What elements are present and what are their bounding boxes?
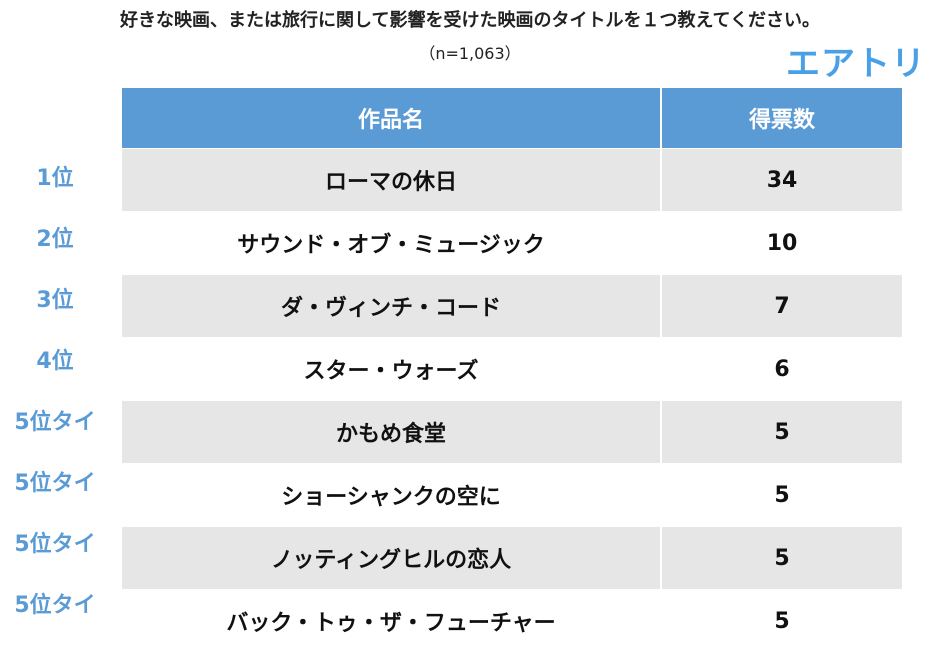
vote-count-cell: 5 bbox=[662, 526, 902, 589]
movie-title-cell: ローマの休日 bbox=[122, 148, 662, 211]
ranking-table: 作品名 得票数 ローマの休日 34 サウンド・オブ・ミュージック 10 ダ・ヴィ… bbox=[122, 88, 902, 652]
rank-label: 3位 bbox=[36, 288, 74, 313]
column-header-title: 作品名 bbox=[122, 88, 662, 148]
vote-count-cell: 5 bbox=[662, 463, 902, 526]
vote-count-cell: 7 bbox=[662, 274, 902, 337]
table-row: バック・トゥ・ザ・フューチャー 5 bbox=[122, 589, 902, 652]
vote-count-cell: 10 bbox=[662, 211, 902, 274]
sample-size: （n=1,063） bbox=[419, 44, 521, 63]
movie-title-cell: バック・トゥ・ザ・フューチャー bbox=[122, 589, 662, 652]
movie-title-cell: ノッティングヒルの恋人 bbox=[122, 526, 662, 589]
table-row: スター・ウォーズ 6 bbox=[122, 337, 902, 400]
rank-column: 1位 2位 3位 4位 5位タイ 5位タイ 5位タイ 5位タイ bbox=[0, 148, 110, 636]
column-header-votes: 得票数 bbox=[662, 88, 902, 148]
rank-label: 5位タイ bbox=[14, 410, 96, 435]
rank-label: 5位タイ bbox=[14, 593, 96, 618]
page-title: 好きな映画、または旅行に関して影響を受けた映画のタイトルを１つ教えてください。 bbox=[119, 10, 821, 31]
movie-title-cell: スター・ウォーズ bbox=[122, 337, 662, 400]
movie-title-cell: サウンド・オブ・ミュージック bbox=[122, 211, 662, 274]
table-row: ダ・ヴィンチ・コード 7 bbox=[122, 274, 902, 337]
movie-title-cell: かもめ食堂 bbox=[122, 400, 662, 463]
rank-label: 1位 bbox=[36, 166, 74, 191]
vote-count-cell: 6 bbox=[662, 337, 902, 400]
table-row: サウンド・オブ・ミュージック 10 bbox=[122, 211, 902, 274]
movie-title-cell: ダ・ヴィンチ・コード bbox=[122, 274, 662, 337]
table-header-row: 作品名 得票数 bbox=[122, 88, 902, 148]
table-row: かもめ食堂 5 bbox=[122, 400, 902, 463]
rank-label: 4位 bbox=[36, 349, 74, 374]
brand-logo: エアトリ bbox=[786, 44, 926, 84]
table-row: ローマの休日 34 bbox=[122, 148, 902, 211]
vote-count-cell: 5 bbox=[662, 589, 902, 652]
table-row: ショーシャンクの空に 5 bbox=[122, 463, 902, 526]
vote-count-cell: 34 bbox=[662, 148, 902, 211]
rank-label: 5位タイ bbox=[14, 471, 96, 496]
movie-title-cell: ショーシャンクの空に bbox=[122, 463, 662, 526]
rank-label: 2位 bbox=[36, 227, 74, 252]
vote-count-cell: 5 bbox=[662, 400, 902, 463]
table-row: ノッティングヒルの恋人 5 bbox=[122, 526, 902, 589]
rank-label: 5位タイ bbox=[14, 532, 96, 557]
